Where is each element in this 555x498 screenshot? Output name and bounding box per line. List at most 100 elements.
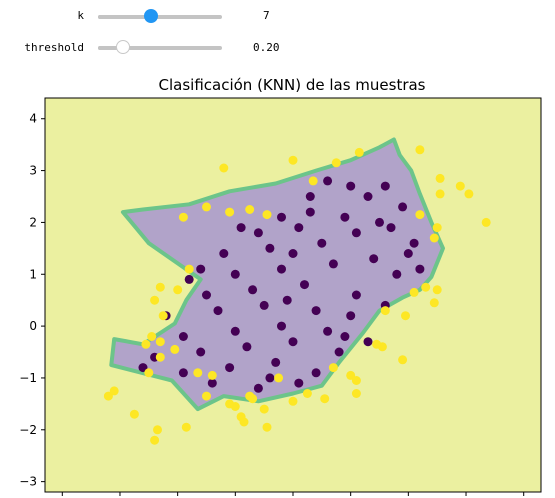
data-point-outer (432, 285, 442, 295)
data-point-outer (103, 391, 113, 401)
knn-chart: Clasificación (KNN) de las muestras −4−3… (19, 76, 542, 496)
data-point-inner (375, 217, 384, 227)
data-point-outer (435, 173, 445, 183)
data-point-outer (150, 435, 160, 445)
data-point-outer (409, 287, 419, 297)
k-slider-row: k 7 (0, 5, 555, 27)
data-point-inner (380, 181, 390, 191)
data-point-inner (271, 357, 281, 367)
data-point-outer (245, 391, 255, 401)
data-point-inner (340, 212, 350, 222)
data-point-outer (170, 344, 180, 354)
data-point-outer (155, 282, 165, 292)
data-point-inner (311, 306, 321, 316)
data-point-inner (351, 290, 361, 300)
data-point-inner (253, 383, 263, 393)
data-point-inner (265, 243, 275, 253)
y-tick-label: −3 (19, 475, 37, 489)
data-point-inner (248, 285, 258, 295)
data-point-outer (158, 311, 168, 321)
data-point-outer (147, 332, 157, 341)
data-point-inner (277, 264, 286, 274)
data-point-inner (277, 212, 286, 222)
y-tick-label: 4 (29, 112, 37, 126)
k-slider-value: 7 (263, 9, 270, 22)
data-point-outer (481, 217, 491, 227)
data-point-outer (144, 368, 154, 378)
data-point-inner (196, 347, 206, 357)
data-point-outer (415, 210, 425, 220)
data-point-outer (320, 394, 330, 404)
data-point-inner (265, 373, 275, 383)
data-point-inner (288, 249, 298, 258)
data-point-outer (173, 285, 183, 295)
data-point-outer (401, 311, 410, 321)
data-point-inner (340, 332, 350, 341)
data-point-outer (245, 205, 255, 214)
data-point-inner (219, 249, 229, 258)
data-point-inner (311, 368, 321, 378)
data-point-inner (236, 223, 246, 233)
threshold-slider-handle[interactable] (115, 40, 130, 54)
data-point-outer (288, 155, 298, 165)
data-point-outer (421, 282, 431, 292)
data-point-outer (455, 181, 465, 191)
data-point-outer (288, 396, 298, 406)
data-point-inner (392, 269, 402, 279)
data-point-inner (415, 264, 425, 274)
data-point-inner (288, 337, 298, 347)
data-point-inner (409, 238, 419, 248)
data-point-outer (207, 370, 217, 380)
threshold-slider[interactable] (98, 40, 222, 54)
threshold-slider-row: threshold 0.20 (0, 37, 555, 59)
k-slider-label: k (77, 9, 84, 22)
data-point-inner (386, 223, 396, 233)
data-point-inner (398, 202, 408, 212)
data-point-inner (178, 332, 188, 341)
data-point-outer (331, 158, 341, 168)
data-point-outer (377, 342, 387, 352)
data-point-outer (109, 386, 119, 396)
data-point-inner (259, 300, 269, 310)
data-point-outer (129, 409, 139, 419)
data-point-inner (178, 368, 188, 378)
y-tick-label: 2 (29, 215, 37, 229)
data-point-outer (262, 422, 272, 432)
data-point-inner (294, 378, 304, 388)
data-point-inner (346, 181, 356, 191)
k-slider[interactable] (98, 9, 222, 23)
data-point-outer (219, 163, 229, 173)
data-point-inner (369, 254, 379, 264)
y-tick-label: −1 (19, 371, 37, 385)
data-point-outer (464, 189, 474, 199)
data-point-outer (202, 391, 211, 401)
data-point-outer (302, 389, 312, 398)
data-point-inner (230, 326, 240, 336)
data-point-outer (259, 404, 269, 414)
chart-title: Clasificación (KNN) de las muestras (159, 76, 426, 94)
data-point-outer (432, 223, 442, 233)
data-point-inner (403, 249, 413, 258)
data-point-outer (193, 368, 203, 378)
data-point-outer (328, 363, 338, 373)
data-point-inner (213, 306, 223, 316)
data-point-inner (207, 378, 217, 388)
data-point-inner (242, 342, 252, 352)
y-tick-label: −2 (19, 423, 37, 437)
k-slider-handle[interactable] (144, 9, 159, 23)
data-point-inner (230, 269, 240, 279)
data-point-outer (141, 339, 151, 349)
data-point-inner (300, 280, 309, 290)
data-point-outer (155, 337, 165, 347)
data-point-inner (277, 321, 286, 331)
data-point-inner (138, 363, 148, 373)
data-point-outer (181, 422, 191, 432)
data-point-inner (334, 347, 344, 357)
data-point-inner (363, 192, 373, 201)
data-point-inner (328, 259, 338, 269)
data-point-inner (196, 264, 206, 274)
data-point-inner (363, 337, 373, 347)
data-point-outer (435, 189, 445, 199)
data-point-inner (202, 290, 211, 300)
